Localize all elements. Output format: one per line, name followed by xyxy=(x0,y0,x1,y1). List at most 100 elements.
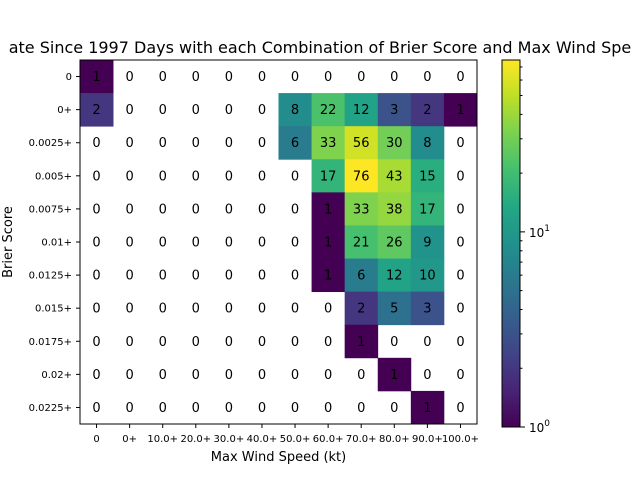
heatmap-cell xyxy=(311,258,346,293)
cell-value-label: 0 xyxy=(159,335,167,350)
cell-value-label: 0 xyxy=(291,202,299,217)
cell-value-label: 0 xyxy=(225,368,233,383)
cell-value-label: 22 xyxy=(320,103,337,118)
heatmap-cell xyxy=(377,93,412,127)
cell-value-label: 0 xyxy=(258,169,266,184)
cell-value-label: 0 xyxy=(456,401,464,416)
cell-value-label: 0 xyxy=(159,103,167,118)
y-tick-label: 0.0125+ xyxy=(29,271,72,282)
cell-value-label: 0 xyxy=(423,368,431,383)
cell-value-label: 0 xyxy=(159,202,167,217)
cell-value-label: 0 xyxy=(92,302,100,317)
heatmap-cell xyxy=(344,126,379,160)
cell-value-label: 0 xyxy=(456,269,464,284)
heatmap-cell xyxy=(344,324,379,359)
cell-value-label: 0 xyxy=(192,302,200,317)
cell-value-label: 0 xyxy=(258,136,266,151)
x-tick-label: 60.0+ xyxy=(313,434,344,445)
cell-value-label: 0 xyxy=(258,269,266,284)
cell-value-label: 0 xyxy=(357,401,365,416)
cell-value-label: 0 xyxy=(225,269,233,284)
cell-value-label: 0 xyxy=(225,302,233,317)
heatmap-cell xyxy=(344,192,379,226)
heatmap-cell xyxy=(311,159,346,193)
y-tick-label: 0.0025+ xyxy=(29,138,72,149)
x-tick-label: 10.0+ xyxy=(147,434,178,445)
heatmap-cell xyxy=(377,291,412,326)
cell-value-label: 0 xyxy=(125,136,133,151)
cell-value-label: 0 xyxy=(92,202,100,217)
cell-value-label: 0 xyxy=(159,269,167,284)
cell-value-label: 0 xyxy=(192,70,200,85)
cell-value-label: 0 xyxy=(456,368,464,383)
cell-value-label: 0 xyxy=(159,136,167,151)
heatmap-cell xyxy=(410,390,445,425)
heatmap-cell xyxy=(410,192,445,226)
cell-value-label: 0 xyxy=(225,202,233,217)
cell-value-label: 0 xyxy=(324,70,332,85)
cell-value-label: 0 xyxy=(192,368,200,383)
cell-value-label: 0 xyxy=(324,368,332,383)
cell-value-label: 43 xyxy=(386,169,403,184)
cell-value-label: 0 xyxy=(192,169,200,184)
x-tick-labels: 0 0+ 10.0+ 20.0+ 30.0+ 40.0+ 50.0+ 60.0+ 70.0+ 80… xyxy=(93,424,479,445)
cell-value-label: 0 xyxy=(456,236,464,251)
cell-value-label: 56 xyxy=(353,136,370,151)
heatmap-cell xyxy=(344,258,379,293)
heatmap-cells: 1 0 0 0 0 0 0 0 0 0 0 02 0 0 0 0 0 8 22 12 3 2 10 0 0 0 0 0 6 33 56 30 8… xyxy=(80,60,478,425)
cell-value-label: 0 xyxy=(291,269,299,284)
cell-value-label: 0 xyxy=(192,335,200,350)
y-tick-label: 0.01+ xyxy=(41,238,72,249)
heatmap-cell xyxy=(443,93,478,127)
cell-value-label: 0 xyxy=(357,70,365,85)
cell-value-label: 26 xyxy=(386,236,403,251)
cell-value-label: 1 xyxy=(324,269,332,284)
heatmap-cell xyxy=(311,126,346,160)
cell-value-label: 0 xyxy=(125,236,133,251)
cell-value-label: 0 xyxy=(258,236,266,251)
x-tick-label: 70.0+ xyxy=(346,434,377,445)
heatmap-cell xyxy=(377,225,412,259)
x-tick-label: 0+ xyxy=(122,434,137,445)
y-axis-label: Brier Score xyxy=(1,206,16,278)
cell-value-label: 1 xyxy=(324,202,332,217)
cell-value-label: 0 xyxy=(456,169,464,184)
cell-value-label: 33 xyxy=(320,136,337,151)
cell-value-label: 0 xyxy=(258,302,266,317)
cell-value-label: 0 xyxy=(192,401,200,416)
cell-value-label: 0 xyxy=(324,335,332,350)
x-tick-label: 0 xyxy=(93,434,99,445)
cell-value-label: 2 xyxy=(92,103,100,118)
cell-value-label: 0 xyxy=(456,136,464,151)
cell-value-label: 0 xyxy=(390,401,398,416)
cell-value-label: 0 xyxy=(225,136,233,151)
heatmap-cell xyxy=(410,159,445,193)
cell-value-label: 0 xyxy=(225,103,233,118)
heatmap-cell xyxy=(377,258,412,293)
cell-value-label: 12 xyxy=(386,269,403,284)
cell-value-label: 0 xyxy=(159,302,167,317)
heatmap-cell xyxy=(410,258,445,293)
cell-value-label: 0 xyxy=(258,103,266,118)
cell-value-label: 1 xyxy=(357,335,365,350)
y-tick-label: 0.015+ xyxy=(35,304,72,315)
cell-value-label: 0 xyxy=(456,70,464,85)
x-axis-label: Max Wind Speed (kt) xyxy=(211,450,346,465)
cell-value-label: 0 xyxy=(159,169,167,184)
colorbar-ticks: 100 101 xyxy=(520,66,550,435)
cell-value-label: 0 xyxy=(125,202,133,217)
x-tick-label: 80.0+ xyxy=(379,434,410,445)
y-tick-label: 0.005+ xyxy=(35,171,72,182)
cell-value-label: 6 xyxy=(291,136,299,151)
cell-value-label: 0 xyxy=(192,136,200,151)
heatmap-cell xyxy=(410,225,445,259)
heatmap-cell xyxy=(377,192,412,226)
cell-value-label: 1 xyxy=(390,368,398,383)
cell-value-label: 0 xyxy=(291,70,299,85)
y-tick-label: 0.02+ xyxy=(41,370,72,381)
heatmap-cell xyxy=(377,159,412,193)
cell-value-label: 0 xyxy=(357,368,365,383)
cell-value-label: 76 xyxy=(353,169,370,184)
cell-value-label: 0 xyxy=(125,401,133,416)
